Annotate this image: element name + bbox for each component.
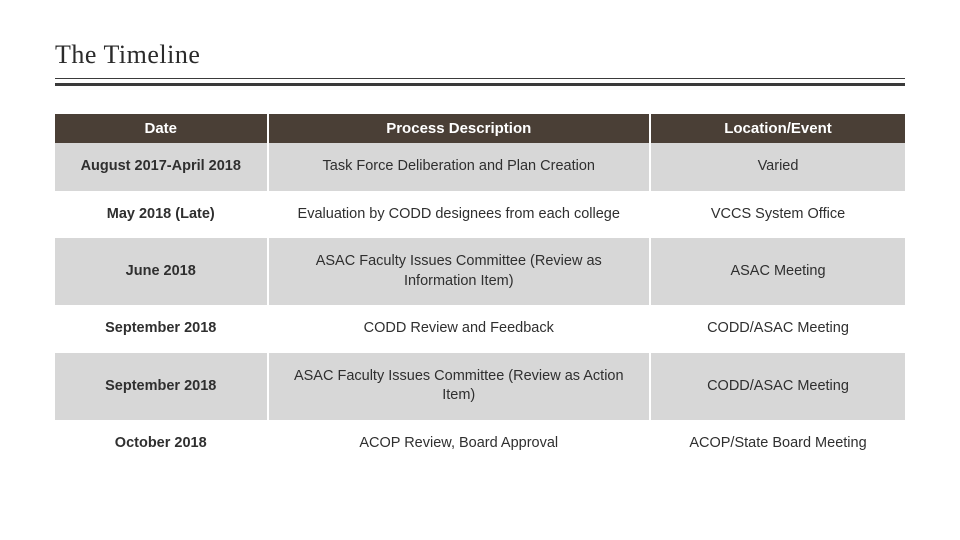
cell-date: September 2018 — [55, 305, 268, 353]
table-row: October 2018 ACOP Review, Board Approval… — [55, 420, 905, 468]
table-row: June 2018 ASAC Faculty Issues Committee … — [55, 238, 905, 305]
table-row: August 2017-April 2018 Task Force Delibe… — [55, 143, 905, 191]
timeline-table: Date Process Description Location/Event … — [55, 114, 905, 468]
cell-date: August 2017-April 2018 — [55, 143, 268, 191]
table-body: August 2017-April 2018 Task Force Delibe… — [55, 143, 905, 468]
cell-desc: Task Force Deliberation and Plan Creatio… — [268, 143, 651, 191]
table-row: May 2018 (Late) Evaluation by CODD desig… — [55, 191, 905, 239]
title-rule-thick — [55, 83, 905, 86]
page-title: The Timeline — [55, 40, 905, 70]
cell-loc: Varied — [650, 143, 905, 191]
table-row: September 2018 CODD Review and Feedback … — [55, 305, 905, 353]
cell-loc: CODD/ASAC Meeting — [650, 353, 905, 420]
cell-desc: ASAC Faculty Issues Committee (Review as… — [268, 238, 651, 305]
table-header-row: Date Process Description Location/Event — [55, 114, 905, 143]
col-header-desc: Process Description — [268, 114, 651, 143]
cell-date: September 2018 — [55, 353, 268, 420]
cell-date: June 2018 — [55, 238, 268, 305]
slide: The Timeline Date Process Description Lo… — [0, 0, 960, 540]
cell-loc: CODD/ASAC Meeting — [650, 305, 905, 353]
cell-loc: VCCS System Office — [650, 191, 905, 239]
cell-loc: ACOP/State Board Meeting — [650, 420, 905, 468]
col-header-date: Date — [55, 114, 268, 143]
cell-desc: Evaluation by CODD designees from each c… — [268, 191, 651, 239]
cell-desc: ASAC Faculty Issues Committee (Review as… — [268, 353, 651, 420]
col-header-loc: Location/Event — [650, 114, 905, 143]
cell-loc: ASAC Meeting — [650, 238, 905, 305]
cell-date: October 2018 — [55, 420, 268, 468]
table-row: September 2018 ASAC Faculty Issues Commi… — [55, 353, 905, 420]
cell-date: May 2018 (Late) — [55, 191, 268, 239]
cell-desc: ACOP Review, Board Approval — [268, 420, 651, 468]
cell-desc: CODD Review and Feedback — [268, 305, 651, 353]
